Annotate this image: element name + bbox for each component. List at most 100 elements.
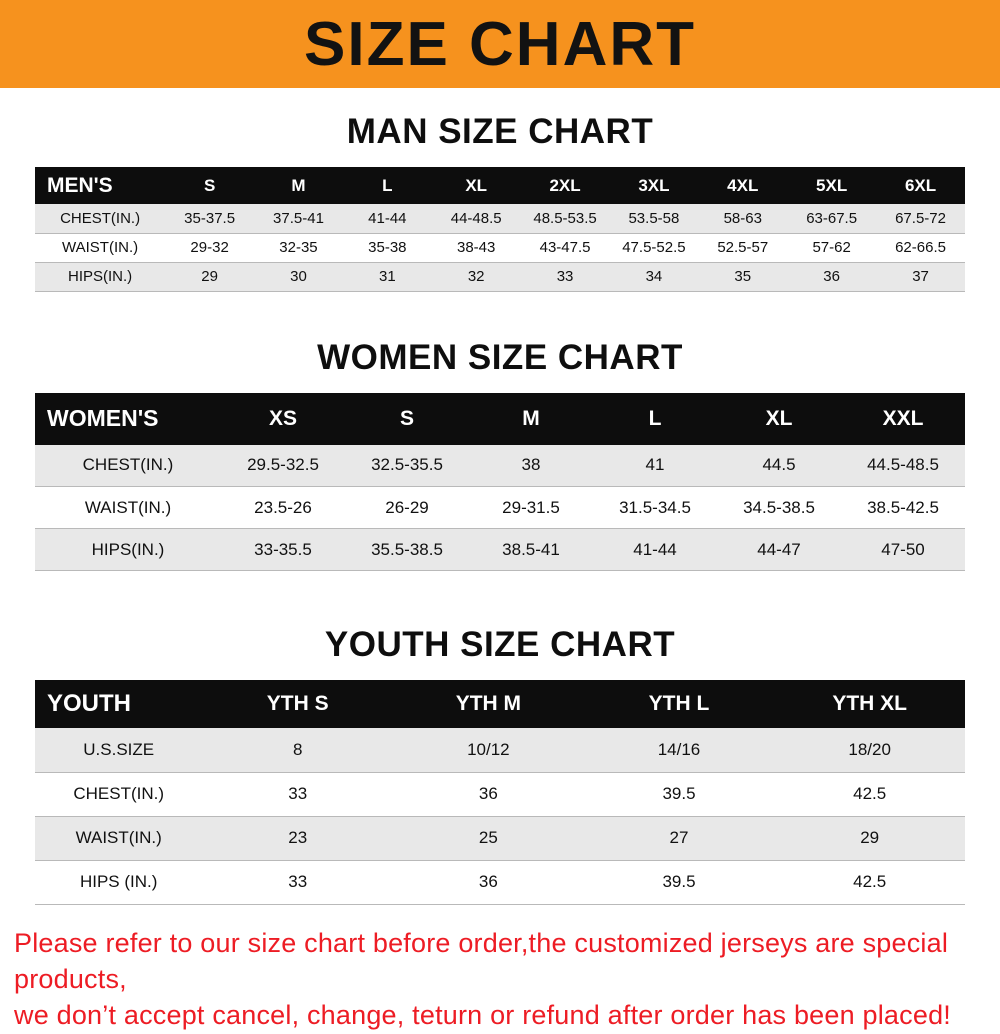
size-value: 38.5-41 — [502, 539, 560, 559]
column-header: M — [522, 406, 540, 430]
row-label: WAIST(IN.) — [62, 239, 139, 256]
page-title: SIZE CHART — [304, 9, 696, 79]
size-value: 34.5-38.5 — [743, 497, 815, 517]
size-value: 44.5-48.5 — [867, 455, 939, 475]
size-value: 36 — [823, 268, 840, 285]
size-value: 37.5-41 — [273, 209, 324, 227]
size-value: 34 — [645, 268, 663, 285]
size-value: 39.5 — [662, 784, 696, 803]
row-label: WAIST(IN.) — [84, 497, 172, 517]
size-value: 29-31.5 — [502, 497, 560, 517]
size-value: 52.5-57 — [717, 239, 769, 256]
size-value: 29 — [201, 268, 218, 285]
size-value: 41-44 — [633, 539, 677, 559]
column-header: XXL — [882, 406, 924, 430]
column-header: 5XL — [816, 175, 848, 195]
size-value: 38 — [521, 455, 541, 475]
column-header: 6XL — [904, 175, 937, 195]
size-value: 33 — [288, 784, 308, 803]
column-header: S — [399, 406, 414, 430]
size-value: 8 — [292, 739, 303, 759]
women-header-row: WOMEN'S XS S M L XL XXL — [35, 392, 965, 445]
row-label: HIPS (IN.) — [79, 872, 158, 891]
column-header: YTH XL — [832, 692, 907, 715]
size-value: 39.5 — [662, 872, 696, 891]
column-header: YTH L — [648, 692, 710, 715]
footer-note: Please refer to our size chart before or… — [14, 925, 986, 1034]
size-value: 14/16 — [657, 739, 701, 759]
man-size-table: MEN'S S M L XL 2XL 3XL 4XL 5XL 6XL CHEST… — [35, 167, 965, 292]
size-value: 32-35 — [279, 239, 318, 256]
size-value: 41-44 — [368, 209, 407, 227]
column-header: YTH M — [455, 692, 522, 715]
column-header: 2XL — [549, 175, 581, 195]
size-value: 35-37.5 — [184, 209, 236, 227]
row-label: WAIST(IN.) — [75, 828, 162, 847]
youth-header-row: YOUTH YTH S YTH M YTH L YTH XL — [35, 680, 965, 728]
youth-table-label: YOUTH — [47, 690, 131, 717]
table-row: U.S.SIZE 8 10/12 14/16 18/20 — [35, 728, 965, 772]
size-value: 31.5-34.5 — [619, 497, 691, 517]
size-value: 33 — [556, 268, 574, 285]
column-header: L — [382, 175, 393, 195]
man-header-row: MEN'S S M L XL 2XL 3XL 4XL 5XL 6XL — [35, 167, 965, 204]
size-value: 38-43 — [457, 239, 496, 256]
column-header: S — [203, 175, 216, 195]
size-value: 29.5-32.5 — [247, 455, 319, 475]
size-value: 44-47 — [757, 539, 801, 559]
size-value: 44-48.5 — [450, 209, 502, 227]
size-value: 36 — [478, 872, 498, 891]
row-label: HIPS(IN.) — [91, 539, 165, 559]
man-section: MAN SIZE CHART MEN'S S M L XL 2XL 3XL 4X… — [0, 112, 1000, 292]
women-section: WOMEN SIZE CHART WOMEN'S XS S M L XL XXL — [0, 338, 1000, 572]
size-value: 43-47.5 — [539, 239, 591, 256]
table-row: CHEST(IN.) 29.5-32.5 32.5-35.5 38 41 44.… — [35, 444, 965, 487]
women-table-label: WOMEN'S — [47, 405, 159, 431]
size-value: 42.5 — [853, 784, 887, 803]
youth-section-heading: YOUTH SIZE CHART — [324, 625, 676, 664]
column-header: M — [291, 175, 306, 195]
size-value: 26-29 — [385, 497, 429, 517]
size-value: 32.5-35.5 — [371, 455, 443, 475]
size-value: 36 — [478, 784, 498, 803]
table-row: CHEST(IN.) 33 36 39.5 42.5 — [35, 772, 965, 816]
table-row: WAIST(IN.) 23.5-26 26-29 29-31.5 31.5-34… — [35, 486, 965, 529]
size-value: 10/12 — [467, 739, 510, 759]
table-row: WAIST(IN.) 23 25 27 29 — [35, 816, 965, 860]
size-value: 63-67.5 — [806, 209, 858, 227]
size-value: 32 — [467, 268, 485, 285]
footer-note-line1: Please refer to our size chart before or… — [14, 927, 949, 994]
size-value: 35 — [734, 268, 752, 285]
size-value: 47.5-52.5 — [622, 239, 686, 256]
size-value: 53.5-58 — [628, 209, 680, 227]
table-row: CHEST(IN.) 35-37.5 37.5-41 41-44 44-48.5… — [35, 204, 965, 233]
youth-size-table: YOUTH YTH S YTH M YTH L YTH XL U.S.SIZE … — [35, 680, 965, 905]
size-value: 44.5 — [762, 455, 796, 475]
row-label: CHEST(IN.) — [82, 455, 174, 475]
size-value: 38.5-42.5 — [867, 497, 939, 517]
size-value: 23 — [288, 828, 308, 847]
size-value: 47-50 — [881, 539, 925, 559]
size-value: 58-63 — [723, 209, 762, 227]
size-value: 48.5-53.5 — [533, 209, 597, 227]
column-header: XS — [268, 406, 297, 430]
table-row: WAIST(IN.) 29-32 32-35 35-38 38-43 43-47… — [35, 233, 965, 262]
size-value: 18/20 — [848, 739, 891, 759]
size-value: 33-35.5 — [254, 539, 312, 559]
banner: SIZE CHART — [0, 0, 1000, 88]
size-value: 30 — [290, 268, 307, 285]
row-label: CHEST(IN.) — [73, 784, 165, 803]
size-value: 27 — [669, 828, 689, 847]
column-header: L — [648, 406, 662, 430]
table-row: HIPS(IN.) 29 30 31 32 33 34 35 36 37 — [35, 262, 965, 291]
column-header: YTH S — [266, 692, 329, 715]
size-value: 33 — [288, 872, 308, 891]
size-value: 35-38 — [368, 239, 407, 256]
size-value: 41 — [645, 455, 665, 475]
man-section-heading: MAN SIZE CHART — [346, 112, 654, 151]
table-row: HIPS(IN.) 33-35.5 35.5-38.5 38.5-41 41-4… — [35, 528, 965, 571]
man-table-label: MEN'S — [47, 173, 113, 197]
size-value: 37 — [912, 268, 929, 285]
row-label: HIPS(IN.) — [68, 268, 133, 285]
